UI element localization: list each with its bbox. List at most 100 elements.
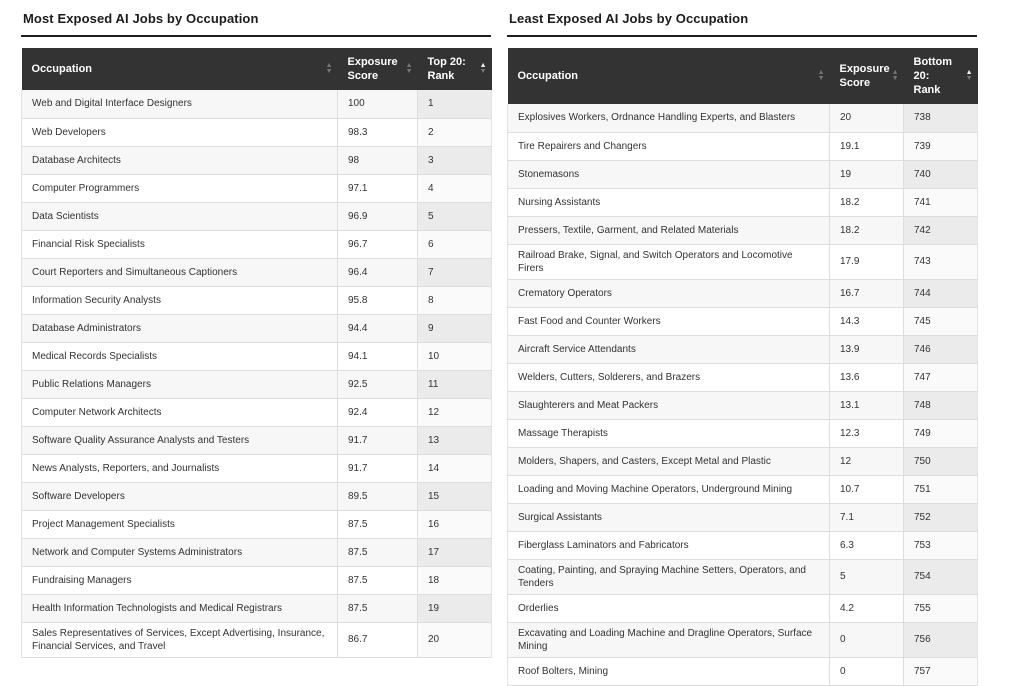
table-row: Tire Repairers and Changers 19.1 739 xyxy=(507,132,978,161)
rank-cell: 12 xyxy=(417,398,492,427)
score-cell: 96.9 xyxy=(337,202,418,231)
rank-cell: 756 xyxy=(903,622,978,658)
column-header-exposure-score[interactable]: Exposure Score ▲ ▼ xyxy=(337,48,418,90)
most-exposed-data-table: Occupation ▲ ▼ Exposure Score ▲ ▼ Top 20: … xyxy=(21,48,492,658)
score-cell: 13.6 xyxy=(829,363,904,392)
table-row: Aircraft Service Attendants 13.9 746 xyxy=(507,335,978,364)
score-cell: 96.4 xyxy=(337,258,418,287)
table-row: Explosives Workers, Ordnance Handling Ex… xyxy=(507,104,978,133)
table-row: Software Quality Assurance Analysts and … xyxy=(21,426,492,455)
rank-cell: 755 xyxy=(903,594,978,623)
occupation-cell: Fast Food and Counter Workers xyxy=(507,307,830,336)
occupation-cell: Public Relations Managers xyxy=(21,370,338,399)
table-header: Occupation ▲ ▼ Exposure Score ▲ ▼ Bottom 2… xyxy=(507,48,978,104)
occupation-cell: News Analysts, Reporters, and Journalist… xyxy=(21,454,338,483)
occupation-cell: Massage Therapists xyxy=(507,419,830,448)
occupation-cell: Molders, Shapers, and Casters, Except Me… xyxy=(507,447,830,476)
rank-cell: 10 xyxy=(417,342,492,371)
table-row: Health Information Technologists and Med… xyxy=(21,594,492,623)
occupation-cell: Excavating and Loading Machine and Dragl… xyxy=(507,622,830,658)
table-row: News Analysts, Reporters, and Journalist… xyxy=(21,454,492,483)
score-cell: 12.3 xyxy=(829,419,904,448)
column-header-occupation[interactable]: Occupation ▲ ▼ xyxy=(507,48,830,104)
score-cell: 20 xyxy=(829,104,904,133)
rank-cell: 742 xyxy=(903,216,978,245)
least-exposed-data-table: Occupation ▲ ▼ Exposure Score ▲ ▼ Bottom 2… xyxy=(507,48,978,686)
occupation-cell: Nursing Assistants xyxy=(507,188,830,217)
column-header-bottom20-rank[interactable]: Bottom 20: Rank ▲ ▼ xyxy=(903,48,978,104)
occupation-cell: Aircraft Service Attendants xyxy=(507,335,830,364)
column-label: Occupation xyxy=(517,70,579,82)
occupation-cell: Explosives Workers, Ordnance Handling Ex… xyxy=(507,104,830,133)
rank-cell: 4 xyxy=(417,174,492,203)
table-row: Computer Programmers 97.1 4 xyxy=(21,174,492,203)
sort-icon: ▲ ▼ xyxy=(891,69,899,82)
table-row: Database Architects 98 3 xyxy=(21,146,492,175)
occupation-cell: Computer Network Architects xyxy=(21,398,338,427)
score-cell: 91.7 xyxy=(337,426,418,455)
table-header: Occupation ▲ ▼ Exposure Score ▲ ▼ Top 20: … xyxy=(21,48,492,90)
table-row: Public Relations Managers 92.5 11 xyxy=(21,370,492,399)
column-label: Bottom 20: Rank xyxy=(913,56,953,96)
most-exposed-table-section: Most Exposed AI Jobs by Occupation Occup… xyxy=(21,8,492,658)
column-header-occupation[interactable]: Occupation ▲ ▼ xyxy=(21,48,338,90)
table-row: Sales Representatives of Services, Excep… xyxy=(21,622,492,658)
header-row: Occupation ▲ ▼ Exposure Score ▲ ▼ Top 20: … xyxy=(21,48,492,90)
occupation-cell: Web and Digital Interface Designers xyxy=(21,90,338,119)
score-cell: 19 xyxy=(829,160,904,189)
score-cell: 87.5 xyxy=(337,594,418,623)
table-row: Stonemasons 19 740 xyxy=(507,160,978,189)
score-cell: 94.4 xyxy=(337,314,418,343)
table-row: Nursing Assistants 18.2 741 xyxy=(507,188,978,217)
score-cell: 87.5 xyxy=(337,566,418,595)
table-row: Computer Network Architects 92.4 12 xyxy=(21,398,492,427)
occupation-cell: Crematory Operators xyxy=(507,279,830,308)
rank-cell: 20 xyxy=(417,622,492,658)
occupation-cell: Data Scientists xyxy=(21,202,338,231)
column-header-exposure-score[interactable]: Exposure Score ▲ ▼ xyxy=(829,48,904,104)
table-row: Railroad Brake, Signal, and Switch Opera… xyxy=(507,244,978,280)
column-header-top20-rank[interactable]: Top 20: Rank ▲ ▼ xyxy=(417,48,492,90)
rank-cell: 743 xyxy=(903,244,978,280)
score-cell: 92.5 xyxy=(337,370,418,399)
section-title-most-exposed: Most Exposed AI Jobs by Occupation xyxy=(21,8,491,37)
rank-cell: 6 xyxy=(417,230,492,259)
occupation-cell: Surgical Assistants xyxy=(507,503,830,532)
occupation-cell: Web Developers xyxy=(21,118,338,147)
rank-cell: 16 xyxy=(417,510,492,539)
rank-cell: 738 xyxy=(903,104,978,133)
occupation-cell: Court Reporters and Simultaneous Caption… xyxy=(21,258,338,287)
sort-icon: ▲ ▼ xyxy=(817,69,825,82)
sort-icon: ▲ ▼ xyxy=(405,62,413,75)
occupation-cell: Stonemasons xyxy=(507,160,830,189)
occupation-cell: Roof Bolters, Mining xyxy=(507,657,830,686)
sort-icon-active-asc: ▲ ▼ xyxy=(479,62,487,75)
table-row: Court Reporters and Simultaneous Caption… xyxy=(21,258,492,287)
rank-cell: 741 xyxy=(903,188,978,217)
occupation-cell: Fundraising Managers xyxy=(21,566,338,595)
score-cell: 92.4 xyxy=(337,398,418,427)
occupation-cell: Database Architects xyxy=(21,146,338,175)
score-cell: 100 xyxy=(337,90,418,119)
table-row: Pressers, Textile, Garment, and Related … xyxy=(507,216,978,245)
rank-cell: 3 xyxy=(417,146,492,175)
table-row: Roof Bolters, Mining 0 757 xyxy=(507,657,978,686)
score-cell: 98 xyxy=(337,146,418,175)
rank-cell: 8 xyxy=(417,286,492,315)
rank-cell: 750 xyxy=(903,447,978,476)
score-cell: 0 xyxy=(829,622,904,658)
rank-cell: 747 xyxy=(903,363,978,392)
table-row: Information Security Analysts 95.8 8 xyxy=(21,286,492,315)
rank-cell: 1 xyxy=(417,90,492,119)
rank-cell: 745 xyxy=(903,307,978,336)
rank-cell: 14 xyxy=(417,454,492,483)
score-cell: 6.3 xyxy=(829,531,904,560)
score-cell: 89.5 xyxy=(337,482,418,511)
score-cell: 13.1 xyxy=(829,391,904,420)
occupation-cell: Medical Records Specialists xyxy=(21,342,338,371)
header-row: Occupation ▲ ▼ Exposure Score ▲ ▼ Bottom 2… xyxy=(507,48,978,104)
rank-cell: 757 xyxy=(903,657,978,686)
score-cell: 19.1 xyxy=(829,132,904,161)
occupation-cell: Fiberglass Laminators and Fabricators xyxy=(507,531,830,560)
